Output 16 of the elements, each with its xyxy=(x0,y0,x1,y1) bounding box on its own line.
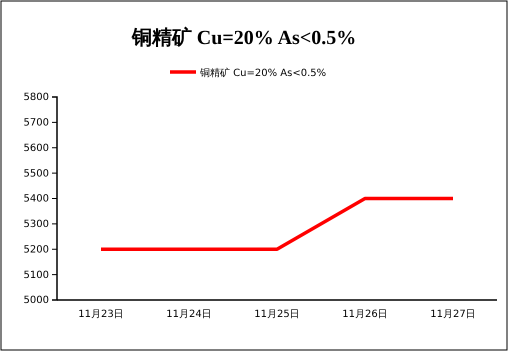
y-tick-label: 5300 xyxy=(24,219,49,230)
legend-label: 铜精矿 Cu=20% As<0.5% xyxy=(199,67,326,79)
x-tick-label: 11月27日 xyxy=(430,309,476,320)
y-tick-label: 5400 xyxy=(24,194,49,205)
y-tick-label: 5200 xyxy=(24,244,49,256)
y-tick-label: 5800 xyxy=(24,92,49,104)
chart-title: 铜精矿 Cu=20% As<0.5% xyxy=(130,26,356,49)
x-tick-label: 11月23日 xyxy=(78,309,124,320)
y-tick-label: 5000 xyxy=(24,295,49,306)
y-tick-label: 5500 xyxy=(24,168,49,180)
x-tick-label: 11月24日 xyxy=(166,309,212,320)
y-tick-label: 5600 xyxy=(24,142,49,154)
y-tick-label: 5700 xyxy=(24,118,49,129)
x-tick-label: 11月26日 xyxy=(342,309,388,320)
y-tick-label: 5100 xyxy=(24,270,49,281)
x-tick-label: 11月25日 xyxy=(254,309,300,320)
